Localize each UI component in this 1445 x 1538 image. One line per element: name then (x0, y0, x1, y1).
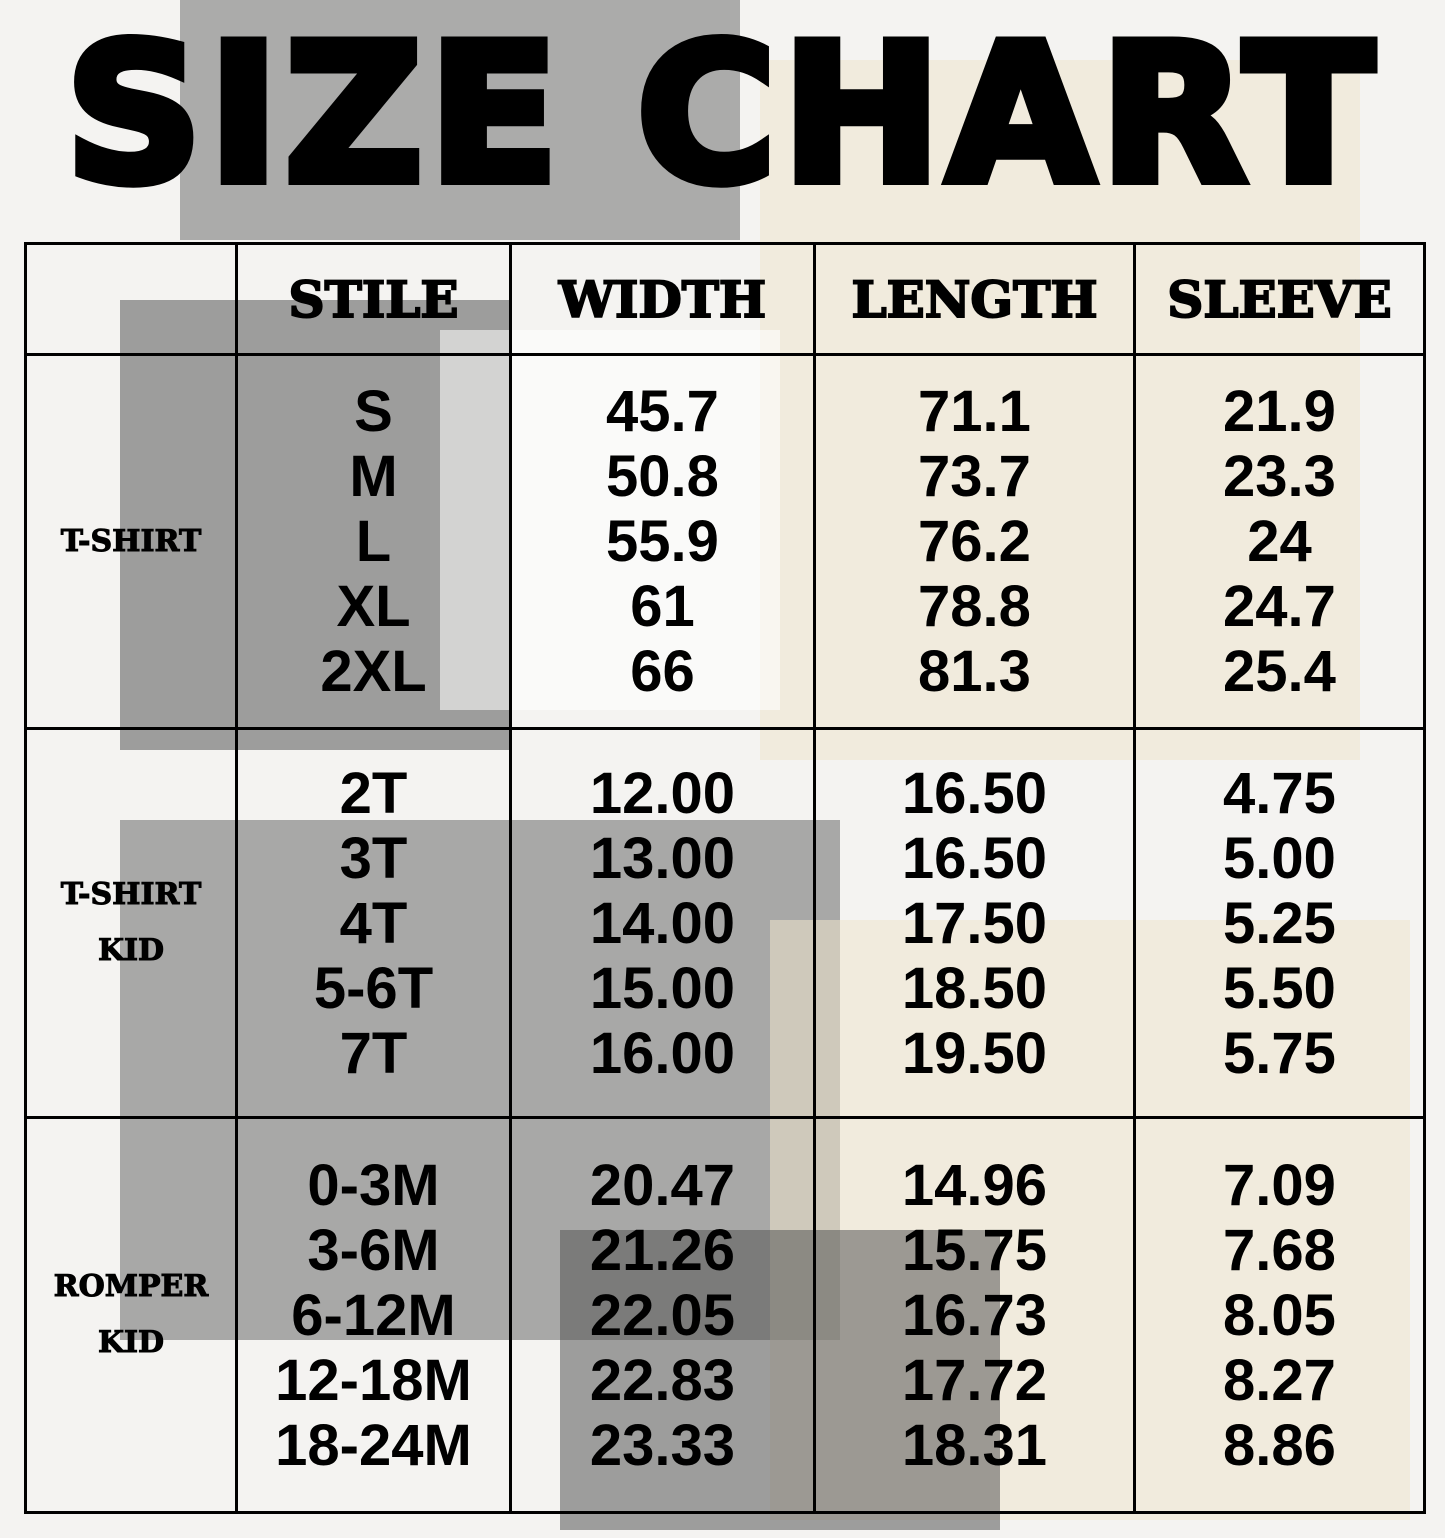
length-value: 16.73 (901, 1282, 1048, 1348)
stile-value: L (355, 509, 392, 574)
category-label: T-SHIRT (60, 523, 202, 559)
sleeve-cell: 21.9 23.3 24 24.7 25.4 (1133, 353, 1426, 730)
sleeve-value: 21.9 (1223, 379, 1336, 444)
category-label: KID (97, 933, 165, 969)
length-value: 16.50 (901, 760, 1048, 826)
stile-value: 2T (339, 760, 408, 826)
length-cell: 71.1 73.7 76.2 78.8 81.3 (813, 353, 1136, 730)
sleeve-value: 5.00 (1223, 825, 1336, 891)
background-gray-shirt (180, 0, 740, 240)
width-value: 50.8 (606, 444, 719, 509)
width-value: 13.00 (589, 825, 736, 891)
sleeve-value: 24.7 (1223, 574, 1336, 639)
sleeve-value: 7.09 (1223, 1152, 1336, 1218)
category-label: T-SHIRT (60, 877, 202, 913)
width-value: 66 (630, 639, 695, 704)
length-value: 17.50 (901, 890, 1048, 956)
width-value: 22.05 (589, 1282, 736, 1348)
width-value: 55.9 (606, 509, 719, 574)
sleeve-cell: 4.75 5.00 5.25 5.50 5.75 (1133, 727, 1426, 1119)
sleeve-value: 5.75 (1223, 1020, 1336, 1086)
stile-value: 6-12M (291, 1282, 456, 1348)
sleeve-value: 7.68 (1223, 1217, 1336, 1283)
width-value: 20.47 (589, 1152, 736, 1218)
header-width: WIDTH (509, 242, 816, 356)
header-stile: STILE (235, 242, 512, 356)
width-cell: 20.47 21.26 22.05 22.83 23.33 (509, 1116, 816, 1514)
header-length: LENGTH (813, 242, 1136, 356)
stile-value: 3T (339, 825, 408, 891)
category-cell: ROMPER KID (24, 1116, 238, 1514)
stile-value: S (354, 379, 393, 444)
stile-value: 0-3M (307, 1152, 440, 1218)
size-table: STILE WIDTH LENGTH SLEEVE T-SHIRT S M L XL 2X… (24, 242, 1426, 1514)
sleeve-value: 23.3 (1223, 444, 1336, 509)
sleeve-value: 5.50 (1223, 955, 1336, 1021)
length-value: 14.96 (901, 1152, 1048, 1218)
sleeve-value: 5.25 (1223, 890, 1336, 956)
sleeve-value: 8.05 (1223, 1282, 1336, 1348)
length-value: 19.50 (901, 1020, 1048, 1086)
width-value: 23.33 (589, 1412, 736, 1478)
sleeve-value: 25.4 (1223, 639, 1336, 704)
page-title: SIZE CHART (60, 4, 1380, 225)
category-cell: T-SHIRT (24, 353, 238, 730)
width-value: 61 (630, 574, 695, 639)
length-value: 18.31 (901, 1412, 1048, 1478)
length-value: 71.1 (918, 379, 1031, 444)
width-value: 45.7 (606, 379, 719, 444)
length-cell: 16.50 16.50 17.50 18.50 19.50 (813, 727, 1136, 1119)
sleeve-value: 8.86 (1223, 1412, 1336, 1478)
width-value: 12.00 (589, 760, 736, 826)
length-value: 17.72 (901, 1347, 1048, 1413)
table-row: T-SHIRT KID 2T 3T 4T 5-6T 7T 12.00 13.00 14.00 15.… (24, 727, 1426, 1119)
stile-value: 7T (339, 1020, 408, 1086)
length-value: 78.8 (918, 574, 1031, 639)
header-sleeve: SLEEVE (1133, 242, 1426, 356)
stile-cell: S M L XL 2XL (235, 353, 512, 730)
category-label: KID (97, 1325, 165, 1361)
stile-value: 12-18M (275, 1347, 472, 1413)
length-value: 15.75 (901, 1217, 1048, 1283)
table-row: ROMPER KID 0-3M 3-6M 6-12M 12-18M 18-24M 20.47 2… (24, 1116, 1426, 1514)
width-value: 15.00 (589, 955, 736, 1021)
header-empty (24, 242, 238, 356)
stile-cell: 0-3M 3-6M 6-12M 12-18M 18-24M (235, 1116, 512, 1514)
length-value: 73.7 (918, 444, 1031, 509)
width-value: 16.00 (589, 1020, 736, 1086)
stile-value: 3-6M (307, 1217, 440, 1283)
length-value: 18.50 (901, 955, 1048, 1021)
width-cell: 12.00 13.00 14.00 15.00 16.00 (509, 727, 816, 1119)
length-value: 76.2 (918, 509, 1031, 574)
sleeve-value: 24 (1247, 509, 1312, 574)
length-value: 81.3 (918, 639, 1031, 704)
stile-value: 18-24M (275, 1412, 472, 1478)
stile-value: XL (336, 574, 411, 639)
width-value: 14.00 (589, 890, 736, 956)
stile-value: 5-6T (313, 955, 434, 1021)
sleeve-cell: 7.09 7.68 8.05 8.27 8.86 (1133, 1116, 1426, 1514)
table-row: T-SHIRT S M L XL 2XL 45.7 50.8 55.9 61 66 71.1 73.7 7… (24, 353, 1426, 730)
length-value: 16.50 (901, 825, 1048, 891)
width-cell: 45.7 50.8 55.9 61 66 (509, 353, 816, 730)
header-row: STILE WIDTH LENGTH SLEEVE (24, 242, 1426, 356)
category-label: ROMPER (53, 1269, 209, 1305)
width-value: 22.83 (589, 1347, 736, 1413)
width-value: 21.26 (589, 1217, 736, 1283)
category-cell: T-SHIRT KID (24, 727, 238, 1119)
stile-value: 2XL (320, 639, 427, 704)
sleeve-value: 4.75 (1223, 760, 1336, 826)
stile-cell: 2T 3T 4T 5-6T 7T (235, 727, 512, 1119)
sleeve-value: 8.27 (1223, 1347, 1336, 1413)
length-cell: 14.96 15.75 16.73 17.72 18.31 (813, 1116, 1136, 1514)
stile-value: M (349, 444, 398, 509)
stile-value: 4T (339, 890, 408, 956)
